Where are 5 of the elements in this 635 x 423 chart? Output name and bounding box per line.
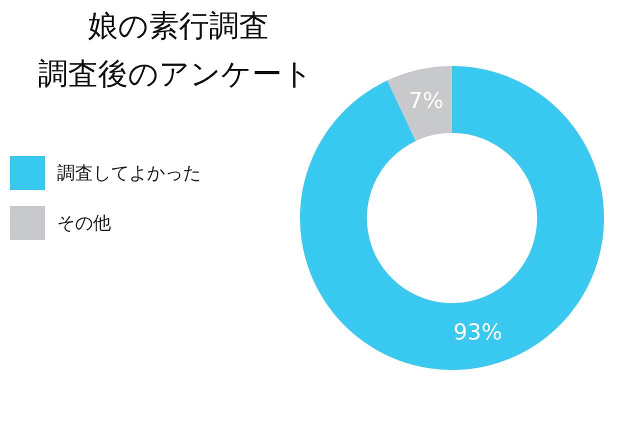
legend-label: その他 [57,212,111,235]
data-label: 93% [453,320,502,346]
chart-title: 娘の素行調査 [88,8,269,46]
legend-label: 調査してよかった [57,162,201,185]
chart-subtitle: 調査後のアンケート [38,56,313,94]
